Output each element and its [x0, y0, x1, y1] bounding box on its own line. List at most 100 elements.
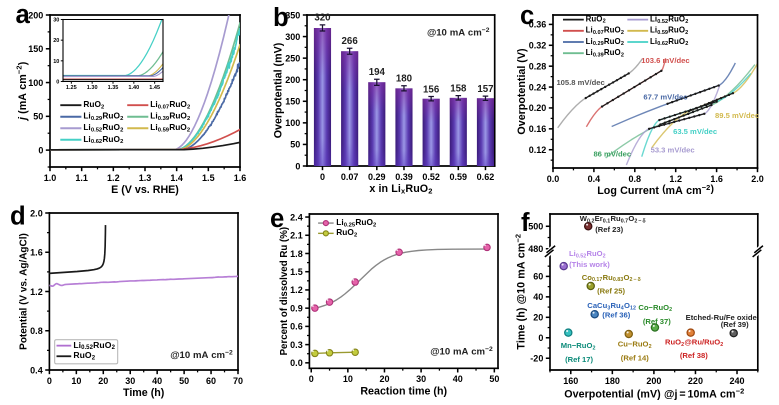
svg-text:L o g C: L o g C u r r e n t m A c m ( ) − 2: [597, 170, 720, 199]
svg-text:157: 157: [477, 84, 493, 95]
svg-text:T i m e: T i m e ( h ) @ 1 0 m A c m − 2: [500, 232, 529, 350]
svg-text:1.5: 1.5: [202, 173, 215, 183]
svg-text:L i R u: L i R u O 0 . 5 2 2: [569, 236, 609, 262]
svg-text:30: 30: [125, 376, 135, 386]
svg-text:L i R u: L i R u O 0 . 5 9 2: [650, 13, 691, 39]
svg-text:2.0: 2.0: [30, 208, 43, 218]
svg-text:70: 70: [233, 376, 243, 386]
svg-text:194: 194: [369, 67, 386, 78]
svg-text:-20: -20: [530, 354, 543, 364]
svg-text:0.20: 0.20: [529, 103, 547, 113]
svg-text:320: 320: [314, 13, 330, 24]
svg-text:200: 200: [646, 376, 661, 386]
svg-text:0.24: 0.24: [529, 82, 547, 92]
svg-text:40: 40: [152, 376, 162, 386]
svg-text:200: 200: [285, 75, 300, 85]
svg-text:0.16: 0.16: [529, 124, 547, 134]
svg-text:L i R u: L i R u O 0 . 3 9 2: [150, 99, 193, 125]
svg-text:1.40: 1.40: [128, 85, 139, 91]
svg-text:0.8: 0.8: [30, 326, 43, 336]
svg-text:e: e: [270, 205, 284, 233]
svg-text:250: 250: [285, 53, 300, 63]
svg-text:0: 0: [538, 333, 543, 343]
svg-text:1.3: 1.3: [139, 173, 152, 183]
svg-text:480: 480: [528, 244, 543, 254]
svg-text:f: f: [521, 209, 530, 237]
svg-text:R u O 2: R u O 2: [73, 338, 97, 363]
svg-text:86 mV/dec: 86 mV/dec: [593, 150, 631, 159]
svg-text:158: 158: [450, 84, 467, 95]
svg-text:20: 20: [53, 38, 59, 44]
svg-text:100: 100: [28, 78, 43, 88]
svg-text:0.62: 0.62: [477, 172, 495, 182]
svg-text:R u O 2: R u O 2: [586, 1, 609, 26]
svg-text:(This work): (This work): [569, 260, 610, 269]
svg-text:0: 0: [295, 161, 300, 171]
svg-text:0.39: 0.39: [395, 172, 413, 182]
svg-text:156: 156: [423, 84, 440, 95]
svg-text:(Ref 38): (Ref 38): [680, 351, 708, 360]
svg-text:L i R u: L i R u O 0 . 0 7 2: [586, 13, 627, 39]
svg-text:1.6: 1.6: [710, 174, 723, 184]
svg-text:67.7 mV/dec: 67.7 mV/dec: [643, 93, 688, 102]
svg-text:0.0: 0.0: [547, 174, 560, 184]
svg-text:220: 220: [688, 376, 703, 386]
svg-text:40: 40: [453, 374, 463, 384]
svg-text:1.1: 1.1: [75, 173, 88, 183]
svg-text:L i R u: L i R u O 0 . 5 9 2: [150, 110, 193, 136]
svg-text:20: 20: [98, 376, 108, 386]
svg-text:R u O 2: R u O 2: [336, 215, 360, 240]
svg-text:2.4: 2.4: [290, 212, 303, 222]
svg-text:L i R u: L i R u O 0 . 5 2 2: [650, 2, 691, 28]
svg-text:W E r R: W E r R u O 0 . 2 0 . 1 0 . 7 2 − δ: [580, 201, 648, 227]
svg-text:0.29: 0.29: [368, 172, 386, 182]
svg-text:0.32: 0.32: [529, 41, 547, 51]
svg-text:0.36: 0.36: [529, 20, 547, 30]
svg-text:0: 0: [47, 376, 52, 386]
svg-text:53.3 mV/dec: 53.3 mV/dec: [651, 145, 696, 154]
svg-text:1.2: 1.2: [290, 285, 303, 295]
svg-text:0.28: 0.28: [529, 61, 547, 71]
svg-text:10: 10: [53, 59, 59, 65]
svg-text:(Ref 39): (Ref 39): [721, 320, 749, 329]
svg-text:1.6: 1.6: [30, 248, 43, 258]
svg-text:Potential (V vs. Ag/AgCl): Potential (V vs. Ag/AgCl): [19, 233, 30, 350]
svg-text:0.59: 0.59: [450, 172, 468, 182]
svg-text:0.8: 0.8: [629, 174, 642, 184]
svg-text:L i R u: L i R u O 0 . 2 9 2: [586, 24, 627, 50]
svg-text:(Ref 17): (Ref 17): [565, 355, 593, 364]
svg-text:89.5 mV/dec: 89.5 mV/dec: [715, 111, 760, 120]
svg-text:Percent of dissolved Ru (%): Percent of dissolved Ru (%): [279, 227, 290, 356]
svg-text:20: 20: [379, 374, 389, 384]
svg-text:180: 180: [396, 74, 412, 85]
svg-text:(Ref 23): (Ref 23): [595, 225, 623, 234]
svg-text:0: 0: [309, 374, 314, 384]
svg-text:100: 100: [285, 118, 300, 128]
svg-text:Reaction time (h): Reaction time (h): [360, 385, 447, 397]
svg-text:L i R u: L i R u O 0 . 2 9 2: [83, 99, 126, 125]
svg-text:0: 0: [38, 145, 43, 155]
svg-text:500: 500: [528, 222, 543, 232]
svg-text:105.8 mV/dec: 105.8 mV/dec: [556, 78, 605, 87]
svg-text:10: 10: [343, 374, 353, 384]
svg-text:150: 150: [28, 44, 43, 54]
svg-text:(Ref 37): (Ref 37): [643, 317, 671, 326]
svg-text:C a C u: C a C u R u O 3 4 1 2: [587, 288, 639, 314]
svg-text:0.07: 0.07: [341, 172, 359, 182]
svg-text:O v e r: O v e r p o t e n t i a l ( m V ) @ j = …: [564, 373, 746, 402]
svg-text:1.35: 1.35: [108, 85, 119, 91]
svg-text:@ 1 0 m: @ 1 0 m A c m − 2: [427, 12, 492, 41]
svg-text:1.45: 1.45: [149, 85, 160, 91]
svg-text:1.25: 1.25: [66, 85, 77, 91]
svg-text:C o R u: C o R u O 0 . 1 7 0 . 8 3 2 − δ: [582, 260, 643, 286]
svg-text:M n − R: M n − R u O 2: [561, 328, 599, 353]
svg-text:180: 180: [605, 376, 620, 386]
svg-text:50: 50: [489, 374, 499, 384]
svg-text:R u O 2: R u O 2: [83, 87, 107, 112]
svg-text:c: c: [520, 2, 534, 30]
svg-text:R u O @: R u O @ R u / R u O 2 2: [665, 325, 726, 351]
svg-text:1.2: 1.2: [107, 173, 120, 183]
svg-text:2.0: 2.0: [751, 174, 764, 184]
svg-text:@ 1 0 m: @ 1 0 m A c m − 2: [430, 331, 495, 360]
svg-text:266: 266: [342, 36, 359, 47]
